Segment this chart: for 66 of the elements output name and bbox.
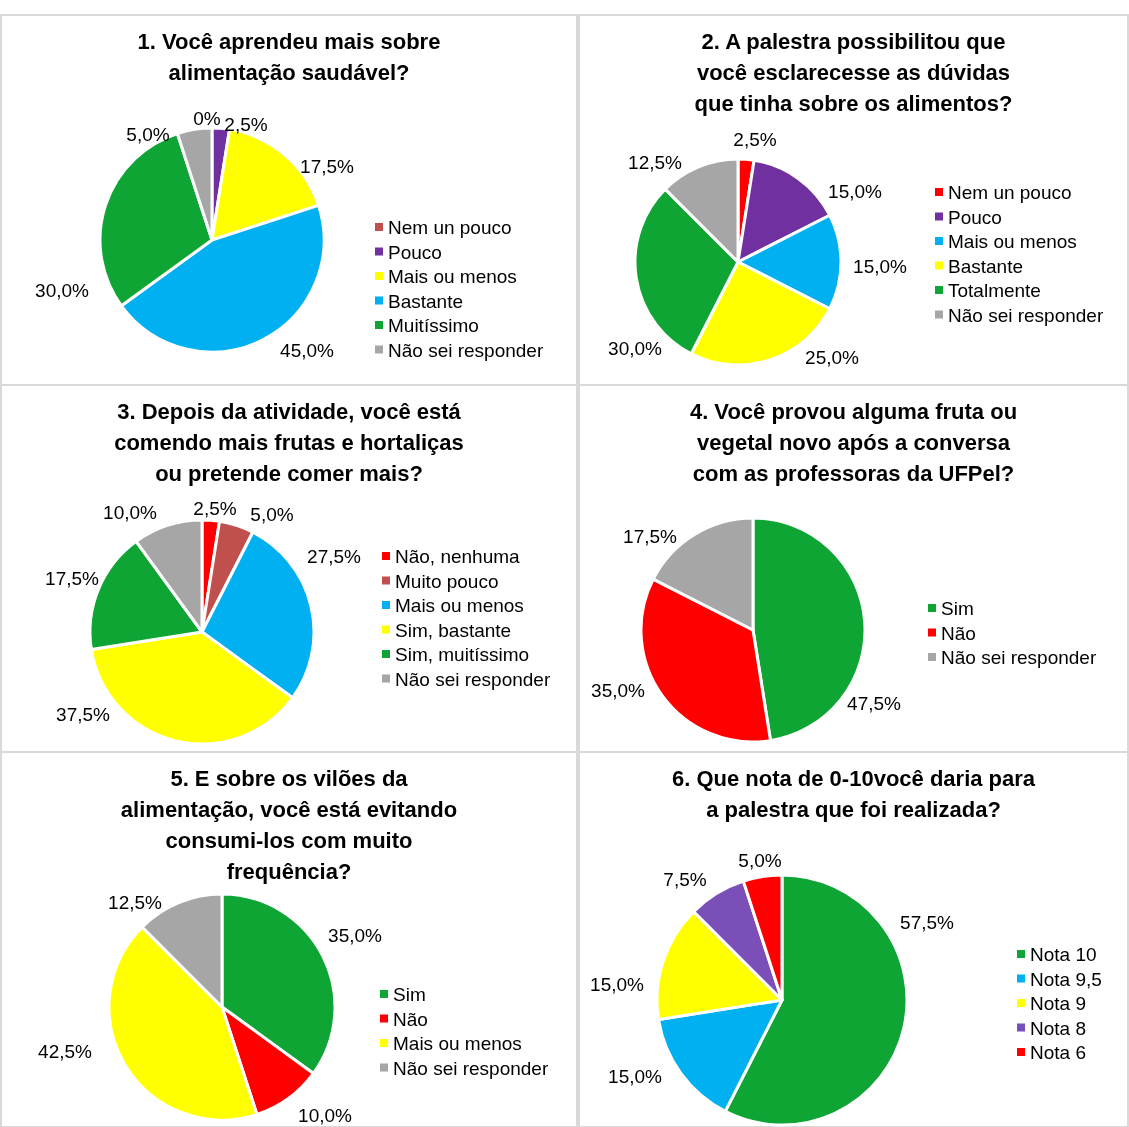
- data-label: 27,5%: [307, 546, 362, 567]
- chart-title: 5. E sobre os vilões da alimentação, você está evitando consumi-los com muito frequência?: [120, 766, 458, 884]
- data-label: 12,5%: [628, 152, 683, 173]
- data-label: 17,5%: [623, 526, 678, 547]
- data-label: 15,0%: [828, 181, 883, 202]
- data-label: 12,5%: [108, 892, 163, 913]
- legend-label: Sim, muitíssimo: [395, 644, 530, 665]
- legend-label: Bastante: [388, 290, 463, 312]
- legend-label: Não: [393, 1008, 428, 1030]
- chart-title: 6. Que nota de 0-10você daria para a palestra que foi realizada?: [671, 766, 1036, 822]
- data-label: 35,0%: [591, 680, 646, 701]
- legend-label: Totalmente: [948, 280, 1041, 301]
- data-label: 15,0%: [608, 1066, 663, 1087]
- legend-label: Nem un pouco: [388, 217, 512, 238]
- legend-label: Nem un pouco: [948, 182, 1072, 203]
- legend-label: Não sei responder: [393, 1057, 549, 1079]
- legend-label: Mais ou menos: [948, 231, 1077, 252]
- data-label: 30,0%: [608, 338, 663, 359]
- legend-label: Nota 9,5: [1030, 968, 1102, 990]
- chart-title: 3. Depois da atividade, você está comendo mais frutas e hortaliças ou pretende comer mais?: [114, 399, 464, 486]
- legend-label: Nota 6: [1030, 1042, 1086, 1063]
- data-label: 17,5%: [45, 568, 100, 589]
- data-label: 45,0%: [280, 340, 335, 361]
- data-label: 7,5%: [663, 869, 707, 890]
- chart-title: 2. A palestra possibilitou que você esclarecesse as dúvidas que tinha sobre os alimentos?: [694, 29, 1013, 116]
- data-label: 30,0%: [35, 280, 90, 301]
- data-label: 15,0%: [590, 974, 645, 995]
- legend-label: Não sei responder: [948, 304, 1104, 326]
- legend-label: Sim: [941, 598, 974, 619]
- legend-label: Não: [941, 622, 976, 644]
- data-label: 17,5%: [300, 156, 355, 177]
- text: 0%: [193, 108, 221, 129]
- legend-label: Mais ou menos: [395, 595, 524, 616]
- data-label: 5,0%: [738, 850, 782, 871]
- chart-title: 4. Você provou alguma fruta ou vegetal novo após a conversa com as professoras da UFPel?: [689, 399, 1018, 486]
- chart-title: 1. Você aprendeu mais sobre alimentação saudável?: [137, 29, 441, 85]
- data-label: 57,5%: [900, 912, 955, 933]
- legend-label: Mais ou menos: [388, 266, 517, 287]
- data-label: 25,0%: [805, 347, 860, 368]
- data-label: 10,0%: [298, 1105, 353, 1126]
- legend-label: Pouco: [388, 241, 442, 263]
- legend-label: Nota 10: [1030, 944, 1097, 965]
- legend-label: Não, nenhuma: [395, 546, 521, 567]
- data-label: 47,5%: [847, 693, 902, 714]
- legend-label: Não sei responder: [388, 339, 544, 361]
- data-label: 2,5%: [733, 129, 777, 150]
- data-label: 2,5%: [193, 498, 237, 519]
- legend-label: Não sei responder: [941, 647, 1097, 668]
- legend-label: Pouco: [948, 206, 1002, 228]
- legend-label: Nota 8: [1030, 1017, 1086, 1039]
- legend-label: Nota 9: [1030, 993, 1086, 1014]
- legend-label: Não sei responder: [395, 668, 551, 690]
- legend-label: Mais ou menos: [393, 1033, 522, 1054]
- data-label: 42,5%: [38, 1041, 93, 1062]
- legend-label: Bastante: [948, 255, 1023, 277]
- legend-label: Sim, bastante: [395, 619, 512, 641]
- data-label: 5,0%: [126, 124, 170, 145]
- legend-label: Muito pouco: [395, 570, 499, 592]
- data-label: 15,0%: [853, 256, 908, 277]
- legend-label: Sim: [393, 984, 426, 1005]
- data-label: 10,0%: [103, 502, 158, 523]
- legend-label: Muitíssimo: [388, 315, 479, 336]
- data-label: 37,5%: [56, 704, 111, 725]
- data-label: 2,5%: [224, 114, 268, 135]
- data-label: 5,0%: [250, 504, 294, 525]
- data-label: 35,0%: [328, 925, 383, 946]
